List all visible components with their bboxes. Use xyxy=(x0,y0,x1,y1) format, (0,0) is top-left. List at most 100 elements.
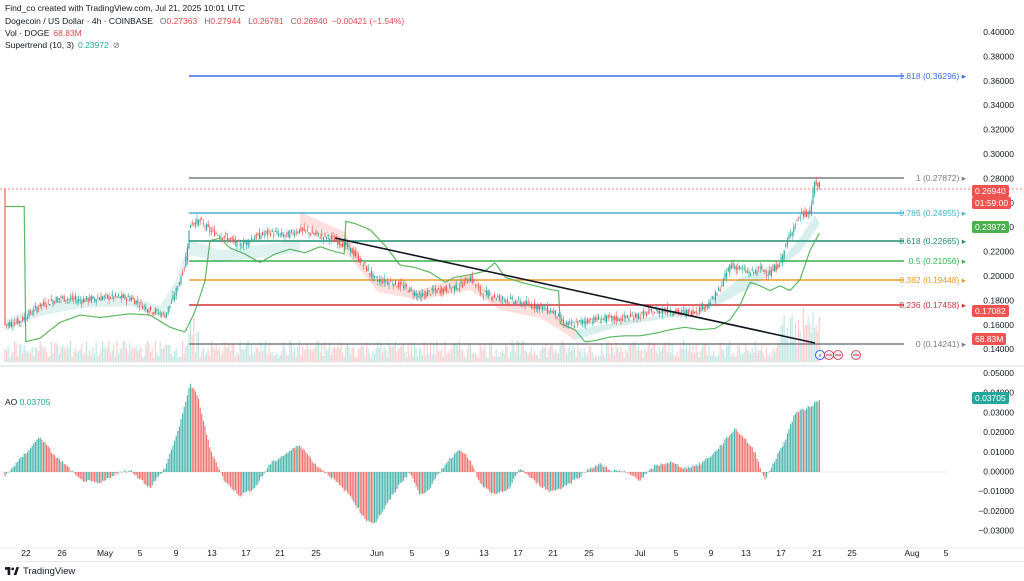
candle-body xyxy=(127,295,129,297)
ao-bar xyxy=(498,472,500,493)
candle-body xyxy=(262,231,264,236)
volume-bar xyxy=(425,355,427,362)
ao-label[interactable]: AO xyxy=(5,397,18,407)
hide-indicator-icon[interactable]: ⊘ xyxy=(112,39,120,50)
tradingview-logo[interactable]: TradingView xyxy=(5,566,75,577)
volume-bar xyxy=(201,350,203,362)
candle-body xyxy=(241,247,243,249)
ao-bar xyxy=(89,472,91,481)
volume-bar xyxy=(406,356,408,362)
supertrend-down-fill xyxy=(300,212,575,340)
candle-body xyxy=(407,290,409,293)
candle-body xyxy=(90,296,92,302)
volume-bar xyxy=(502,349,504,362)
ao-bar xyxy=(798,412,800,472)
candle-body xyxy=(746,271,748,273)
supertrend-row[interactable]: Supertrend (10, 3) 0.23972 ⊘ xyxy=(5,39,404,51)
volume-bar xyxy=(495,348,497,362)
volume-bar xyxy=(574,347,576,362)
ao-bar xyxy=(425,472,427,493)
ao-bar xyxy=(790,424,792,472)
ao-bar xyxy=(748,444,750,472)
ao-bar xyxy=(586,469,588,472)
candle-body xyxy=(532,307,534,309)
volume-bar xyxy=(324,341,326,362)
volume-bar xyxy=(396,351,398,362)
candle-body xyxy=(350,247,352,252)
candle-body xyxy=(338,237,340,245)
volume-bar xyxy=(546,356,548,362)
volume-bar xyxy=(698,357,700,362)
ao-bar xyxy=(57,457,59,472)
volume-bar xyxy=(113,345,115,362)
candle-body xyxy=(761,265,763,270)
ao-bar xyxy=(780,447,782,472)
volume-bar xyxy=(383,346,385,362)
volume-bar xyxy=(566,354,568,362)
volume-bar xyxy=(492,356,494,362)
ao-bar xyxy=(558,472,560,489)
ao-bar xyxy=(463,453,465,472)
candle-body xyxy=(497,296,499,298)
ao-bar xyxy=(198,398,200,472)
ao-bar xyxy=(236,472,238,494)
volume-bar xyxy=(642,357,644,362)
candle-body xyxy=(230,238,232,240)
volume-bar xyxy=(118,353,120,362)
volume-bar xyxy=(516,340,518,362)
candle-body xyxy=(322,237,324,240)
ao-bar xyxy=(494,472,496,495)
supertrend-label[interactable]: Supertrend (10, 3) xyxy=(5,40,74,50)
candle-body xyxy=(601,318,603,320)
volume-bar xyxy=(351,348,353,362)
ao-bar xyxy=(662,464,664,472)
volume-bar xyxy=(108,340,110,362)
volume-bar xyxy=(343,356,345,362)
ao-bar xyxy=(407,472,409,473)
volume-bar xyxy=(700,350,702,362)
ao-bar xyxy=(180,419,182,472)
symbol-title[interactable]: Dogecoin / US Dollar · 4h · COINBASE xyxy=(5,16,153,26)
ao-bar xyxy=(606,467,608,472)
volume-bar xyxy=(514,351,516,362)
ao-bar xyxy=(786,433,788,472)
symbol-row[interactable]: Dogecoin / US Dollar · 4h · COINBASE O0.… xyxy=(5,15,404,27)
volume-bar xyxy=(486,356,488,362)
supertrend-early-fill xyxy=(5,240,300,328)
ao-bar xyxy=(430,472,432,488)
candle-body xyxy=(588,320,590,324)
volume-bar xyxy=(540,350,542,362)
ao-bar xyxy=(330,472,332,479)
chart-canvas[interactable]: 0.400000.380000.360000.340000.320000.300… xyxy=(0,0,1024,562)
volume-bar xyxy=(191,334,193,362)
ao-bar xyxy=(247,472,249,491)
volume-bar xyxy=(302,345,304,362)
ao-bar xyxy=(118,472,120,473)
ao-bar xyxy=(233,472,235,491)
ao-legend[interactable]: AO 0.03705 xyxy=(5,397,50,407)
volume-row[interactable]: Vol · DOGE 68.83M xyxy=(5,27,404,39)
candle-body xyxy=(454,285,456,291)
candle-body xyxy=(599,322,601,323)
candle-body xyxy=(23,317,25,320)
ao-bar xyxy=(33,443,35,472)
ao-bar xyxy=(313,463,315,472)
candle-body xyxy=(679,312,681,313)
candle-body xyxy=(137,300,139,304)
candle-body xyxy=(788,234,790,240)
volume-bar xyxy=(306,343,308,362)
candle-body xyxy=(119,296,121,299)
candle-body xyxy=(654,312,656,314)
ao-bar xyxy=(140,472,142,480)
volume-bar xyxy=(246,342,248,362)
ao-bar xyxy=(559,472,561,490)
volume-label[interactable]: Vol · DOGE xyxy=(5,28,50,38)
candle-body xyxy=(564,325,566,326)
candle-body xyxy=(561,318,563,321)
candle-body xyxy=(231,237,233,240)
ao-bar xyxy=(65,464,67,472)
candle-body xyxy=(306,229,308,231)
candle-body xyxy=(452,286,454,288)
ao-bar xyxy=(390,472,392,500)
ao-tick-label: 0.05000 xyxy=(983,368,1014,378)
